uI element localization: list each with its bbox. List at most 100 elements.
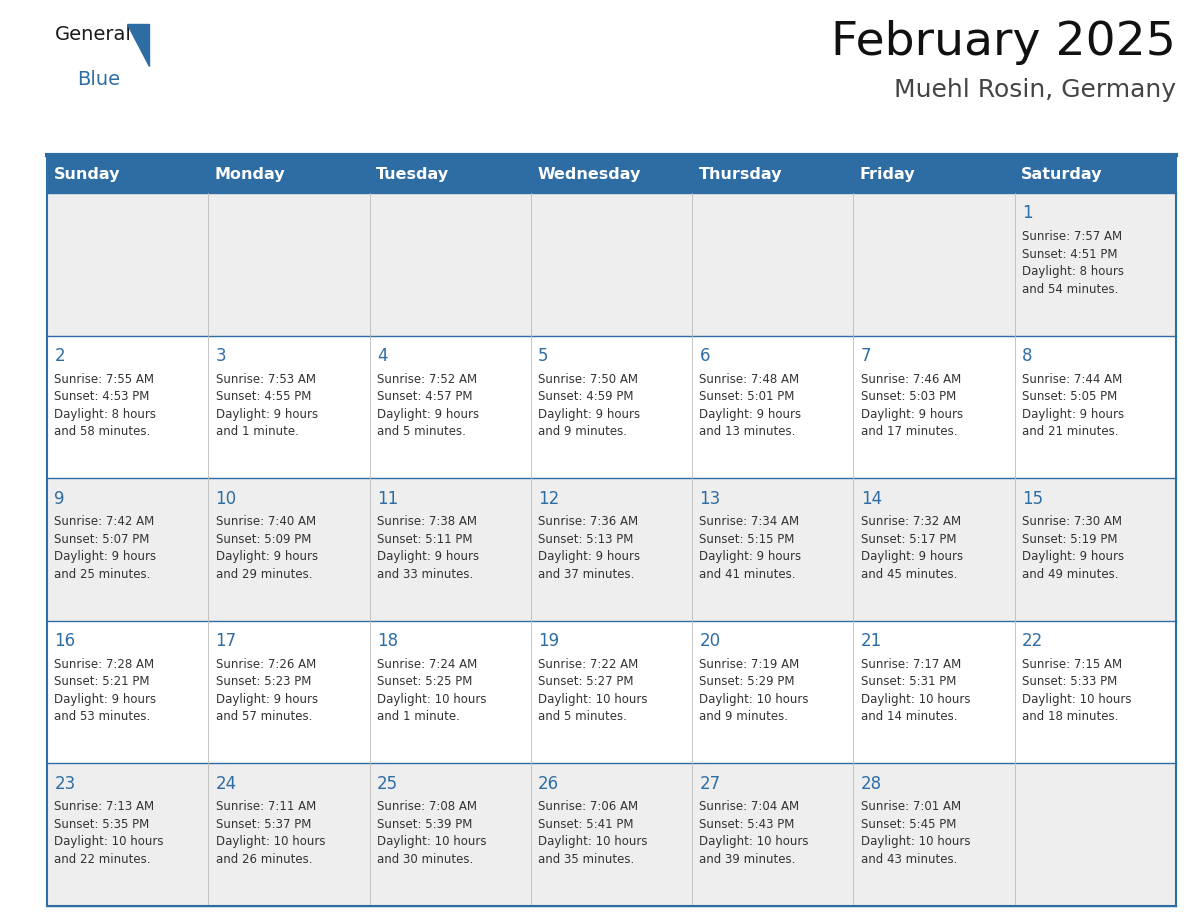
Text: Sunrise: 7:46 AM
Sunset: 5:03 PM
Daylight: 9 hours
and 17 minutes.: Sunrise: 7:46 AM Sunset: 5:03 PM Dayligh… — [860, 373, 962, 438]
Text: 9: 9 — [55, 489, 65, 508]
Bar — [208, 764, 369, 906]
Text: Sunrise: 7:17 AM
Sunset: 5:31 PM
Daylight: 10 hours
and 14 minutes.: Sunrise: 7:17 AM Sunset: 5:31 PM Dayligh… — [860, 658, 971, 723]
Bar — [369, 764, 531, 906]
Text: 16: 16 — [55, 633, 75, 650]
Text: Sunrise: 7:52 AM
Sunset: 4:57 PM
Daylight: 9 hours
and 5 minutes.: Sunrise: 7:52 AM Sunset: 4:57 PM Dayligh… — [377, 373, 479, 438]
Bar — [853, 621, 1015, 764]
Text: 22: 22 — [1022, 633, 1043, 650]
Text: Blue: Blue — [77, 70, 120, 89]
Text: 8: 8 — [1022, 347, 1032, 365]
Text: 21: 21 — [860, 633, 881, 650]
Text: Tuesday: Tuesday — [377, 166, 449, 182]
Bar — [208, 336, 369, 478]
Text: Sunrise: 7:08 AM
Sunset: 5:39 PM
Daylight: 10 hours
and 30 minutes.: Sunrise: 7:08 AM Sunset: 5:39 PM Dayligh… — [377, 800, 486, 866]
Text: 7: 7 — [860, 347, 871, 365]
Bar — [853, 336, 1015, 478]
Bar — [693, 193, 853, 336]
Bar — [48, 336, 208, 478]
Text: 10: 10 — [215, 489, 236, 508]
Text: 2: 2 — [55, 347, 65, 365]
Bar — [531, 336, 693, 478]
Bar — [48, 155, 1176, 193]
Text: 6: 6 — [700, 347, 710, 365]
Text: Sunrise: 7:22 AM
Sunset: 5:27 PM
Daylight: 10 hours
and 5 minutes.: Sunrise: 7:22 AM Sunset: 5:27 PM Dayligh… — [538, 658, 647, 723]
Text: 12: 12 — [538, 489, 560, 508]
Text: Sunrise: 7:04 AM
Sunset: 5:43 PM
Daylight: 10 hours
and 39 minutes.: Sunrise: 7:04 AM Sunset: 5:43 PM Dayligh… — [700, 800, 809, 866]
Text: 18: 18 — [377, 633, 398, 650]
Text: Sunrise: 7:50 AM
Sunset: 4:59 PM
Daylight: 9 hours
and 9 minutes.: Sunrise: 7:50 AM Sunset: 4:59 PM Dayligh… — [538, 373, 640, 438]
Text: Sunrise: 7:19 AM
Sunset: 5:29 PM
Daylight: 10 hours
and 9 minutes.: Sunrise: 7:19 AM Sunset: 5:29 PM Dayligh… — [700, 658, 809, 723]
Text: 13: 13 — [700, 489, 721, 508]
Text: Thursday: Thursday — [699, 166, 782, 182]
Text: Sunrise: 7:30 AM
Sunset: 5:19 PM
Daylight: 9 hours
and 49 minutes.: Sunrise: 7:30 AM Sunset: 5:19 PM Dayligh… — [1022, 515, 1124, 581]
Bar — [369, 336, 531, 478]
Bar — [1015, 764, 1176, 906]
Bar — [208, 621, 369, 764]
Text: February 2025: February 2025 — [832, 20, 1176, 65]
Text: 17: 17 — [215, 633, 236, 650]
Text: Sunrise: 7:15 AM
Sunset: 5:33 PM
Daylight: 10 hours
and 18 minutes.: Sunrise: 7:15 AM Sunset: 5:33 PM Dayligh… — [1022, 658, 1131, 723]
Text: Sunrise: 7:24 AM
Sunset: 5:25 PM
Daylight: 10 hours
and 1 minute.: Sunrise: 7:24 AM Sunset: 5:25 PM Dayligh… — [377, 658, 486, 723]
Text: Sunrise: 7:01 AM
Sunset: 5:45 PM
Daylight: 10 hours
and 43 minutes.: Sunrise: 7:01 AM Sunset: 5:45 PM Dayligh… — [860, 800, 971, 866]
Text: Muehl Rosin, Germany: Muehl Rosin, Germany — [895, 78, 1176, 102]
Text: 24: 24 — [215, 775, 236, 793]
Text: Wednesday: Wednesday — [537, 166, 640, 182]
Text: Sunrise: 7:55 AM
Sunset: 4:53 PM
Daylight: 8 hours
and 58 minutes.: Sunrise: 7:55 AM Sunset: 4:53 PM Dayligh… — [55, 373, 157, 438]
Bar — [853, 764, 1015, 906]
Bar — [693, 621, 853, 764]
Text: Saturday: Saturday — [1022, 166, 1102, 182]
Text: Sunrise: 7:57 AM
Sunset: 4:51 PM
Daylight: 8 hours
and 54 minutes.: Sunrise: 7:57 AM Sunset: 4:51 PM Dayligh… — [1022, 230, 1124, 296]
Text: 11: 11 — [377, 489, 398, 508]
Text: 15: 15 — [1022, 489, 1043, 508]
Bar — [1015, 621, 1176, 764]
Bar — [1015, 193, 1176, 336]
Text: 23: 23 — [55, 775, 76, 793]
Bar — [531, 193, 693, 336]
Text: 19: 19 — [538, 633, 560, 650]
Text: 27: 27 — [700, 775, 721, 793]
Text: 1: 1 — [1022, 205, 1032, 222]
Text: Sunrise: 7:53 AM
Sunset: 4:55 PM
Daylight: 9 hours
and 1 minute.: Sunrise: 7:53 AM Sunset: 4:55 PM Dayligh… — [215, 373, 317, 438]
Bar — [369, 193, 531, 336]
Bar — [208, 193, 369, 336]
Text: Sunrise: 7:26 AM
Sunset: 5:23 PM
Daylight: 9 hours
and 57 minutes.: Sunrise: 7:26 AM Sunset: 5:23 PM Dayligh… — [215, 658, 317, 723]
Text: Sunrise: 7:36 AM
Sunset: 5:13 PM
Daylight: 9 hours
and 37 minutes.: Sunrise: 7:36 AM Sunset: 5:13 PM Dayligh… — [538, 515, 640, 581]
Text: 14: 14 — [860, 489, 881, 508]
Text: Sunrise: 7:11 AM
Sunset: 5:37 PM
Daylight: 10 hours
and 26 minutes.: Sunrise: 7:11 AM Sunset: 5:37 PM Dayligh… — [215, 800, 326, 866]
Text: Sunday: Sunday — [53, 166, 120, 182]
Bar — [531, 764, 693, 906]
Bar — [369, 478, 531, 621]
Bar — [208, 478, 369, 621]
Bar — [48, 155, 1176, 906]
Text: 28: 28 — [860, 775, 881, 793]
Text: 3: 3 — [215, 347, 226, 365]
Text: Sunrise: 7:44 AM
Sunset: 5:05 PM
Daylight: 9 hours
and 21 minutes.: Sunrise: 7:44 AM Sunset: 5:05 PM Dayligh… — [1022, 373, 1124, 438]
Bar — [693, 764, 853, 906]
Bar — [693, 478, 853, 621]
Text: 26: 26 — [538, 775, 560, 793]
Text: Sunrise: 7:38 AM
Sunset: 5:11 PM
Daylight: 9 hours
and 33 minutes.: Sunrise: 7:38 AM Sunset: 5:11 PM Dayligh… — [377, 515, 479, 581]
Text: 25: 25 — [377, 775, 398, 793]
Bar — [48, 478, 208, 621]
Text: Sunrise: 7:40 AM
Sunset: 5:09 PM
Daylight: 9 hours
and 29 minutes.: Sunrise: 7:40 AM Sunset: 5:09 PM Dayligh… — [215, 515, 317, 581]
Text: 4: 4 — [377, 347, 387, 365]
Bar — [48, 764, 208, 906]
Text: Sunrise: 7:13 AM
Sunset: 5:35 PM
Daylight: 10 hours
and 22 minutes.: Sunrise: 7:13 AM Sunset: 5:35 PM Dayligh… — [55, 800, 164, 866]
Text: Sunrise: 7:06 AM
Sunset: 5:41 PM
Daylight: 10 hours
and 35 minutes.: Sunrise: 7:06 AM Sunset: 5:41 PM Dayligh… — [538, 800, 647, 866]
Text: Sunrise: 7:34 AM
Sunset: 5:15 PM
Daylight: 9 hours
and 41 minutes.: Sunrise: 7:34 AM Sunset: 5:15 PM Dayligh… — [700, 515, 802, 581]
Text: 5: 5 — [538, 347, 549, 365]
Bar — [853, 478, 1015, 621]
Text: Sunrise: 7:28 AM
Sunset: 5:21 PM
Daylight: 9 hours
and 53 minutes.: Sunrise: 7:28 AM Sunset: 5:21 PM Dayligh… — [55, 658, 157, 723]
Bar — [1015, 336, 1176, 478]
Polygon shape — [127, 24, 148, 66]
Text: Friday: Friday — [860, 166, 916, 182]
Bar — [531, 621, 693, 764]
Text: Sunrise: 7:42 AM
Sunset: 5:07 PM
Daylight: 9 hours
and 25 minutes.: Sunrise: 7:42 AM Sunset: 5:07 PM Dayligh… — [55, 515, 157, 581]
Bar — [1015, 478, 1176, 621]
Text: General: General — [55, 25, 132, 44]
Text: Sunrise: 7:32 AM
Sunset: 5:17 PM
Daylight: 9 hours
and 45 minutes.: Sunrise: 7:32 AM Sunset: 5:17 PM Dayligh… — [860, 515, 962, 581]
Bar — [369, 621, 531, 764]
Bar — [531, 478, 693, 621]
Bar — [48, 621, 208, 764]
Text: Monday: Monday — [215, 166, 285, 182]
